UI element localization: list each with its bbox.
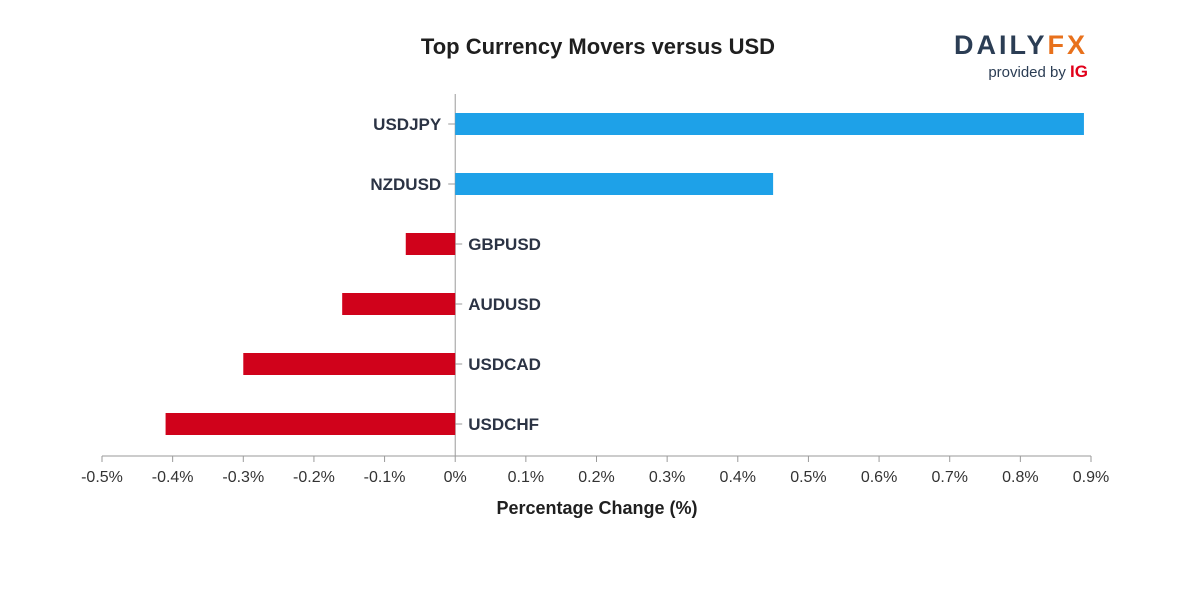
x-tick-label: 0% (444, 469, 467, 486)
x-tick-label: -0.2% (293, 469, 335, 486)
logo-tagline: provided by IG (954, 62, 1088, 82)
x-axis-title: Percentage Change (%) (496, 498, 697, 518)
category-label-gbpusd: GBPUSD (468, 235, 541, 254)
category-label-audusd: AUDUSD (468, 295, 541, 314)
category-label-nzdusd: NZDUSD (370, 175, 441, 194)
x-tick-label: -0.1% (364, 469, 406, 486)
bars (165, 113, 1084, 435)
x-tick-label: 0.4% (720, 469, 756, 486)
x-tick-label: 0.9% (1073, 469, 1109, 486)
x-tick-label: -0.4% (152, 469, 194, 486)
x-tick-label: 0.6% (861, 469, 897, 486)
x-tick-label: -0.5% (81, 469, 123, 486)
x-tick-label: 0.1% (508, 469, 544, 486)
x-tick-label: -0.3% (222, 469, 264, 486)
x-tick-label: 0.5% (790, 469, 826, 486)
x-tick-label: 0.7% (931, 469, 967, 486)
x-axis-ticks: -0.5% -0.4% -0.3% -0.2% -0.1% 0% 0.1% 0.2% 0.3% 0… (81, 456, 1109, 486)
category-label-usdchf: USDCHF (468, 415, 539, 434)
bar-usdcad (243, 353, 456, 375)
axis-lines (102, 94, 1091, 457)
chart-title: Top Currency Movers versus USD (420, 34, 776, 59)
x-tick-label: 0.8% (1002, 469, 1038, 486)
bar-usdjpy (455, 113, 1084, 135)
x-tick-label: 0.2% (578, 469, 614, 486)
x-tick-label: 0.3% (649, 469, 685, 486)
logo-wordmark: DAILYFX (954, 30, 1088, 60)
bar-nzdusd (455, 173, 774, 195)
logo-wordmark-daily: DAILY (953, 30, 1048, 60)
logo-tagline-text: provided by (988, 64, 1066, 81)
ig-logo: IG (1070, 62, 1088, 81)
logo-wordmark-fx: FX (1047, 30, 1088, 60)
category-labels: USDJPY NZDUSD GBPUSD AUDUSD USDCAD USDCHF (370, 115, 541, 434)
bar-gbpusd (405, 233, 456, 255)
bar-usdchf (165, 413, 456, 435)
category-label-usdcad: USDCAD (468, 355, 541, 374)
category-label-usdjpy: USDJPY (373, 115, 442, 134)
dailyfx-logo: DAILYFX provided by IG (954, 30, 1088, 82)
bar-audusd (342, 293, 456, 315)
